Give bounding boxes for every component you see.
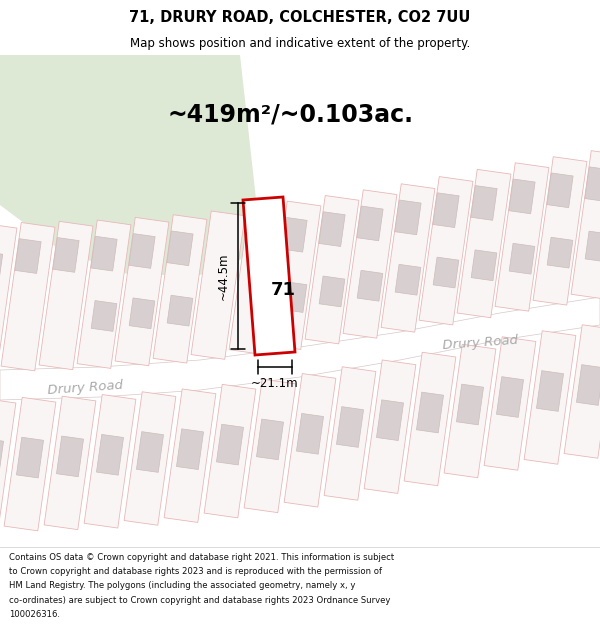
Polygon shape xyxy=(204,384,256,518)
Polygon shape xyxy=(0,398,16,532)
Polygon shape xyxy=(585,167,600,202)
Polygon shape xyxy=(471,186,497,221)
Text: ~21.1m: ~21.1m xyxy=(251,377,299,390)
Text: Drury Road: Drury Road xyxy=(442,334,518,352)
Polygon shape xyxy=(484,337,536,470)
Polygon shape xyxy=(0,438,4,479)
Polygon shape xyxy=(77,220,131,368)
Text: Contains OS data © Crown copyright and database right 2021. This information is : Contains OS data © Crown copyright and d… xyxy=(9,553,394,562)
Text: to Crown copyright and database rights 2023 and is reproduced with the permissio: to Crown copyright and database rights 2… xyxy=(9,568,382,576)
Polygon shape xyxy=(509,179,535,214)
Text: 100026316.: 100026316. xyxy=(9,610,60,619)
Polygon shape xyxy=(495,163,549,311)
Polygon shape xyxy=(509,243,535,274)
Polygon shape xyxy=(457,384,484,425)
Text: HM Land Registry. The polygons (including the associated geometry, namely x, y: HM Land Registry. The polygons (includin… xyxy=(9,581,355,591)
Polygon shape xyxy=(191,211,245,359)
Polygon shape xyxy=(136,432,164,472)
Polygon shape xyxy=(4,398,56,531)
Polygon shape xyxy=(376,400,404,441)
Polygon shape xyxy=(319,276,345,307)
Polygon shape xyxy=(433,257,459,288)
Polygon shape xyxy=(284,374,336,507)
Polygon shape xyxy=(444,344,496,478)
Polygon shape xyxy=(571,151,600,299)
Polygon shape xyxy=(164,389,216,522)
Polygon shape xyxy=(305,196,359,344)
Polygon shape xyxy=(433,192,459,228)
Polygon shape xyxy=(416,392,443,433)
Polygon shape xyxy=(564,325,600,458)
Text: ~44.5m: ~44.5m xyxy=(217,253,230,300)
Polygon shape xyxy=(115,217,169,366)
Polygon shape xyxy=(343,190,397,338)
Polygon shape xyxy=(176,429,203,469)
Polygon shape xyxy=(395,200,421,235)
Polygon shape xyxy=(364,360,416,493)
Text: 71, DRURY ROAD, COLCHESTER, CO2 7UU: 71, DRURY ROAD, COLCHESTER, CO2 7UU xyxy=(130,10,470,25)
Text: co-ordinates) are subject to Crown copyright and database rights 2023 Ordnance S: co-ordinates) are subject to Crown copyr… xyxy=(9,596,391,605)
Polygon shape xyxy=(84,394,136,528)
Polygon shape xyxy=(167,295,193,326)
Polygon shape xyxy=(16,438,44,478)
Polygon shape xyxy=(547,173,573,208)
Polygon shape xyxy=(0,251,3,280)
Polygon shape xyxy=(167,231,193,266)
Text: ~419m²/~0.103ac.: ~419m²/~0.103ac. xyxy=(167,103,413,127)
Polygon shape xyxy=(229,206,283,354)
Polygon shape xyxy=(395,264,421,295)
Polygon shape xyxy=(0,223,17,372)
Polygon shape xyxy=(585,231,600,262)
Polygon shape xyxy=(0,297,600,400)
Polygon shape xyxy=(53,238,79,272)
Polygon shape xyxy=(129,298,155,329)
Polygon shape xyxy=(97,434,124,475)
Polygon shape xyxy=(153,215,207,363)
Polygon shape xyxy=(337,407,364,447)
Polygon shape xyxy=(91,301,117,331)
Polygon shape xyxy=(524,331,576,464)
Polygon shape xyxy=(244,379,296,512)
Polygon shape xyxy=(324,367,376,500)
Polygon shape xyxy=(44,396,96,529)
Polygon shape xyxy=(256,419,284,460)
Text: 71: 71 xyxy=(271,281,296,299)
Polygon shape xyxy=(533,157,587,305)
Polygon shape xyxy=(129,234,155,268)
Polygon shape xyxy=(296,414,323,454)
Polygon shape xyxy=(91,236,117,271)
Polygon shape xyxy=(419,177,473,325)
Polygon shape xyxy=(243,197,295,355)
Polygon shape xyxy=(217,424,244,465)
Polygon shape xyxy=(319,212,345,246)
Polygon shape xyxy=(457,169,511,318)
Text: Drury Road: Drury Road xyxy=(47,379,123,397)
Polygon shape xyxy=(404,352,456,486)
Polygon shape xyxy=(267,201,321,349)
Polygon shape xyxy=(56,436,83,477)
Text: Map shows position and indicative extent of the property.: Map shows position and indicative extent… xyxy=(130,38,470,51)
Polygon shape xyxy=(281,217,307,252)
Polygon shape xyxy=(496,377,524,418)
Polygon shape xyxy=(547,238,573,268)
Polygon shape xyxy=(471,250,497,281)
Polygon shape xyxy=(0,55,260,275)
Polygon shape xyxy=(15,239,41,273)
Polygon shape xyxy=(357,271,383,301)
Polygon shape xyxy=(577,364,600,406)
Polygon shape xyxy=(357,206,383,241)
Polygon shape xyxy=(39,221,93,369)
Polygon shape xyxy=(1,222,55,371)
Polygon shape xyxy=(536,371,563,411)
Polygon shape xyxy=(381,184,435,332)
Polygon shape xyxy=(281,282,307,312)
Polygon shape xyxy=(124,392,176,525)
